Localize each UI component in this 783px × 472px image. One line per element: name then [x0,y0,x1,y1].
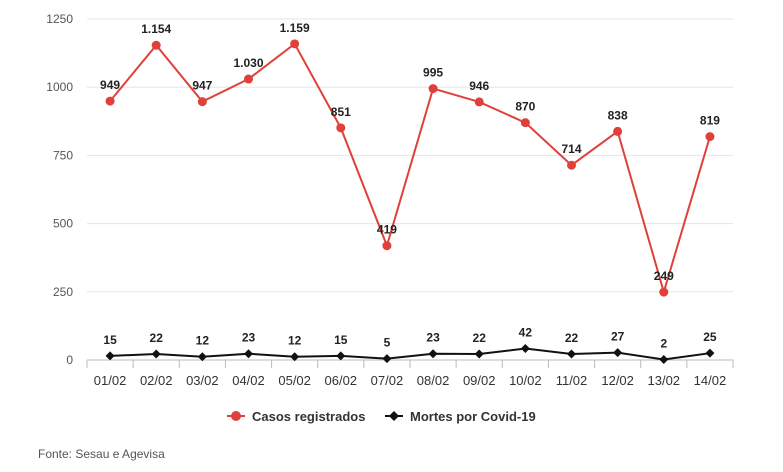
data-point [659,287,669,297]
data-label: 714 [561,142,581,156]
data-point [197,97,207,107]
source-note: Fonte: Sesau e Agevisa [38,447,165,461]
legend-label: Casos registrados [252,409,365,424]
series-layer: 949 1.154 947 1.030 1.159 851 419 995 946 870 714 8… [100,21,720,364]
data-label: 5 [384,336,391,350]
data-label: 249 [654,269,674,283]
data-label: 25 [703,330,717,344]
data-label: 1.159 [280,21,310,35]
data-point [244,349,253,359]
data-point [382,354,392,364]
y-tick-label: 0 [66,353,73,367]
data-point [428,84,438,94]
data-label: 27 [611,330,625,344]
x-tick-label: 05/02 [278,373,311,388]
data-label: 419 [377,223,397,237]
data-label: 995 [423,66,443,80]
data-point [705,348,715,358]
y-tick-label: 1250 [46,12,73,26]
data-point [151,349,161,359]
data-point [520,344,530,354]
x-tick-label: 13/02 [648,373,681,388]
data-label: 22 [565,331,579,345]
x-tick-label: 04/02 [232,373,265,388]
data-label: 12 [288,334,302,348]
legend-label: Mortes por Covid-19 [410,409,536,424]
x-axis: 01/02 02/02 03/02 04/02 05/02 06/02 07/02 08/02… [86,359,734,388]
data-label: 12 [196,334,210,348]
data-point [197,352,207,362]
data-label: 851 [331,105,351,119]
data-point [520,118,530,128]
data-point [290,39,300,49]
y-tick-label: 250 [53,285,73,299]
data-point [613,348,623,358]
grid-lines [87,18,733,293]
series-line [110,347,711,361]
legend-item-1: Mortes por Covid-19 [385,409,536,424]
data-label: 838 [608,108,628,122]
data-label: 42 [519,326,533,340]
data-label: 22 [150,331,164,345]
y-axis: 0 250 500 750 1000 1250 [46,12,73,367]
series-0: 949 1.154 947 1.030 1.159 851 419 995 946 870 714 8… [100,21,720,297]
data-point [613,126,623,136]
data-point [567,160,576,170]
series-1: 15 22 12 23 12 15 5 23 22 42 22 27 2 25 [103,326,717,364]
y-tick-label: 1000 [46,80,73,94]
data-label: 23 [242,331,256,345]
legend-marker [231,411,241,421]
x-tick-label: 09/02 [463,373,496,388]
data-point [659,354,669,364]
y-tick-label: 750 [53,148,73,162]
data-point [105,351,115,361]
x-tick-label: 07/02 [371,373,404,388]
x-tick-label: 14/02 [694,373,727,388]
y-tick-label: 500 [53,217,73,231]
data-label: 23 [426,331,440,345]
data-label: 15 [103,333,117,347]
data-label: 946 [469,79,489,93]
data-point [428,349,438,359]
data-point [290,352,300,362]
data-point [705,132,715,142]
x-tick-label: 01/02 [94,373,127,388]
data-label: 1.154 [141,22,171,36]
data-point [567,349,576,359]
data-label: 870 [515,100,535,114]
data-label: 949 [100,78,120,92]
series-line [109,42,711,296]
data-label: 15 [334,333,348,347]
data-point [474,349,484,359]
x-tick-label: 11/02 [556,373,588,388]
data-point [474,97,484,107]
legend: Casos registrados Mortes por Covid-19 [227,409,536,424]
legend-item-0: Casos registrados [227,409,365,424]
data-label: 947 [192,79,212,93]
data-label: 22 [473,331,487,345]
data-point [105,96,115,106]
x-tick-label: 03/02 [186,373,219,388]
legend-marker [389,411,399,421]
data-label: 2 [660,336,667,350]
data-label: 1.030 [233,56,263,70]
data-point [336,351,346,361]
data-point [336,123,346,133]
x-tick-label: 10/02 [509,373,542,388]
x-tick-label: 06/02 [325,373,358,388]
data-point [244,74,253,84]
x-tick-label: 02/02 [140,373,173,388]
x-tick-label: 08/02 [417,373,450,388]
x-tick-label: 12/02 [601,373,634,388]
data-point [151,40,161,50]
data-point [382,241,392,251]
data-label: 819 [700,114,720,128]
